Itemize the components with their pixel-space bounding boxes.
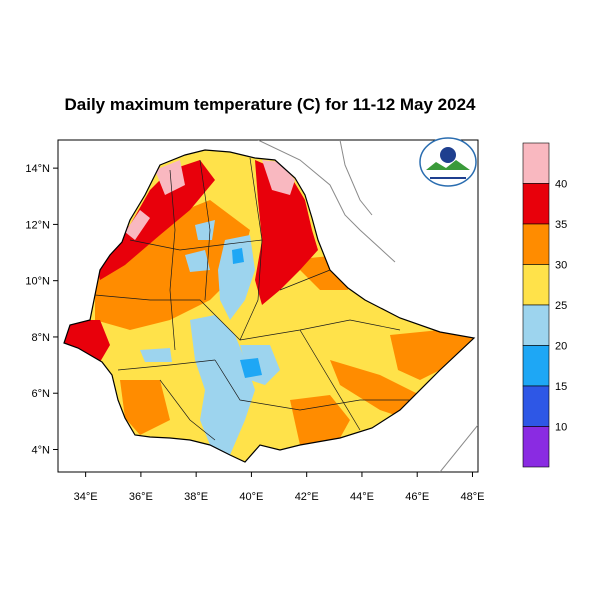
legend-swatch <box>522 183 550 225</box>
admin-boundaries <box>94 157 420 441</box>
x-tick-label: 38°E <box>184 491 208 503</box>
legend-swatch <box>522 264 550 306</box>
y-tick-label: 8°N <box>32 332 51 344</box>
legend-label: 40 <box>555 179 567 191</box>
x-tick-label: 40°E <box>239 491 263 503</box>
legend-swatch <box>522 304 550 346</box>
chart-title: Daily maximum temperature (C) for 11-12 … <box>64 95 476 114</box>
ethiopian-meteorology-logo-icon <box>419 137 477 187</box>
x-tick-label: 34°E <box>74 491 98 503</box>
y-tick-label: 6°N <box>32 388 51 400</box>
x-tick-label: 36°E <box>129 491 153 503</box>
x-tick-label: 46°E <box>405 491 429 503</box>
y-tick-label: 14°N <box>25 163 50 175</box>
x-tick-label: 42°E <box>295 491 319 503</box>
y-axis: 14°N 12°N 10°N 8°N 6°N 4°N <box>25 163 58 456</box>
neighbour-borders <box>257 140 478 472</box>
legend-label: 10 <box>555 422 567 434</box>
legend-label: 25 <box>555 300 567 312</box>
legend-label: 15 <box>555 381 567 393</box>
legend-swatch <box>522 223 550 265</box>
color-legend: 40 35 30 25 20 15 10 <box>522 142 567 468</box>
x-tick-label: 48°E <box>460 491 484 503</box>
legend-swatch <box>522 385 550 427</box>
legend-label: 20 <box>555 341 567 353</box>
legend-swatch <box>522 142 550 184</box>
x-axis: 34°E 36°E 38°E 40°E 42°E 44°E 46°E 48°E <box>74 472 484 503</box>
y-tick-label: 10°N <box>25 276 50 288</box>
legend-label: 30 <box>555 260 567 272</box>
y-tick-label: 4°N <box>32 444 51 456</box>
legend-label: 35 <box>555 219 567 231</box>
x-tick-label: 44°E <box>350 491 374 503</box>
legend-swatch <box>522 426 550 468</box>
y-tick-label: 12°N <box>25 219 50 231</box>
legend-swatch <box>522 345 550 387</box>
